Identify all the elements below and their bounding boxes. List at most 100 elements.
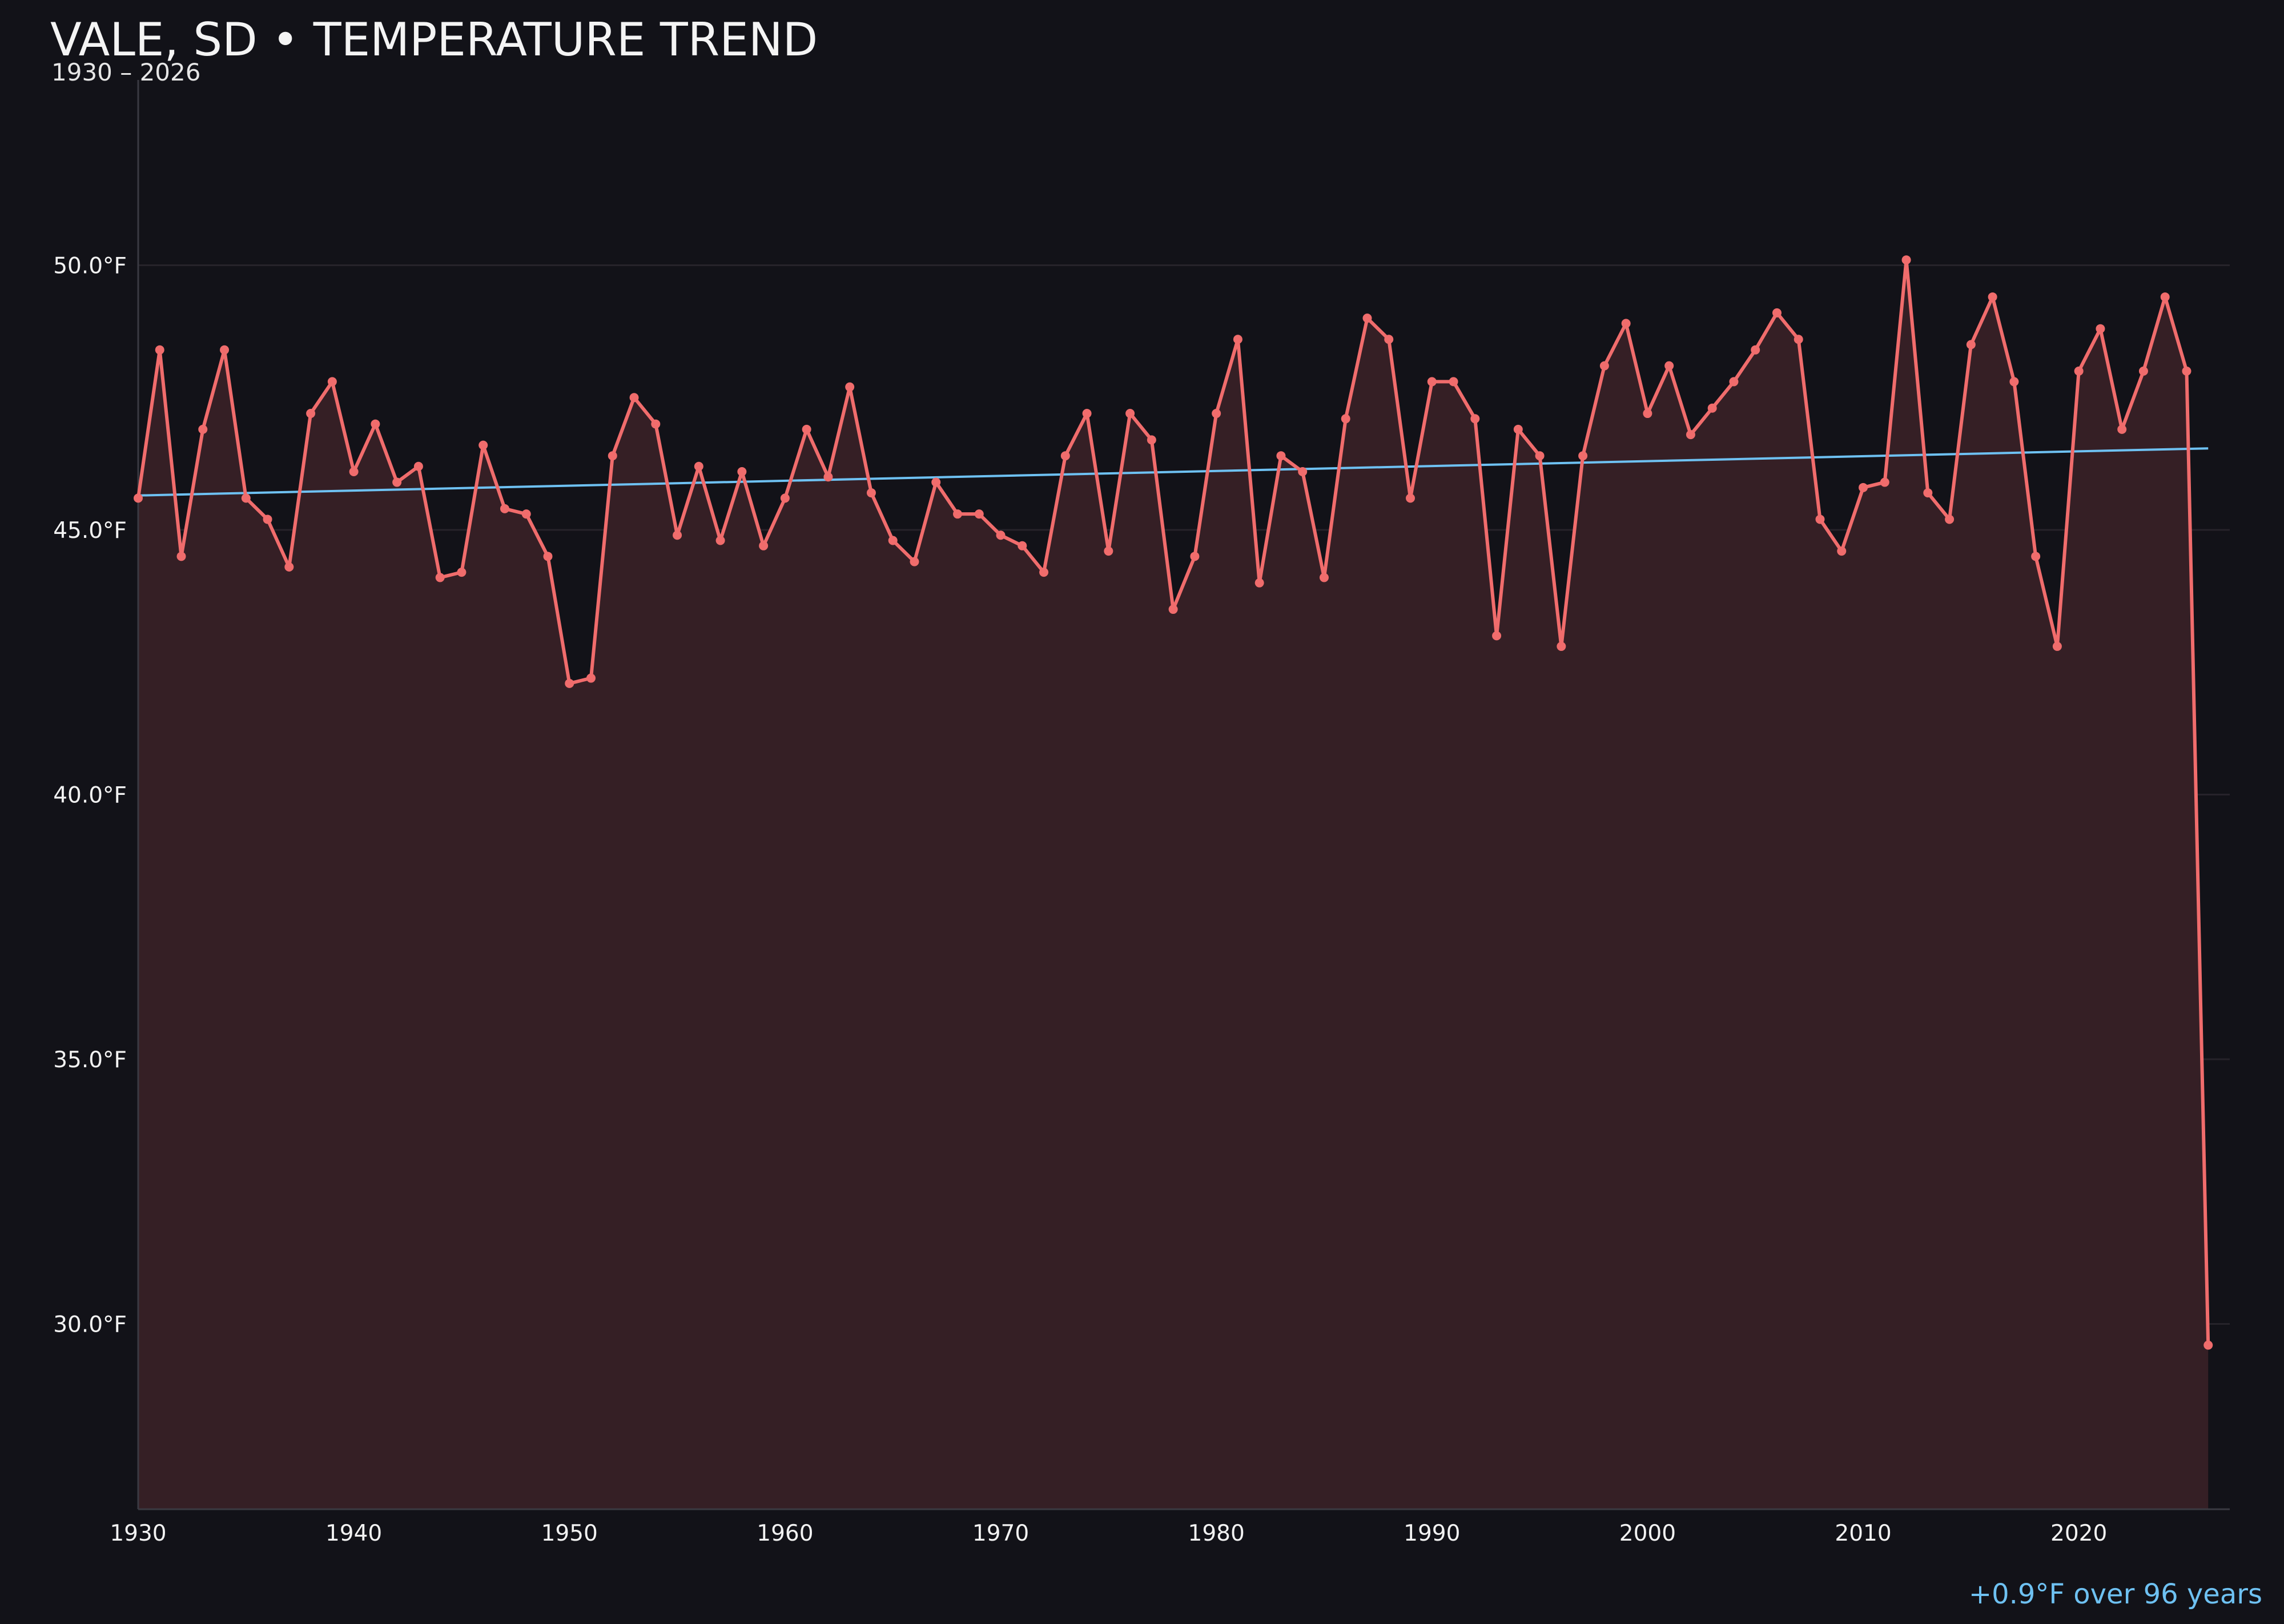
data-point-1986 [1341,414,1350,424]
y-tick-label: 35.0°F [53,1047,127,1073]
data-point-1955 [673,530,682,540]
x-tick-label: 1960 [757,1521,813,1546]
data-point-1957 [715,536,725,545]
y-tick-label: 45.0°F [53,518,127,544]
data-point-2004 [1729,377,1739,387]
data-point-1982 [1254,578,1264,588]
data-point-1991 [1449,377,1458,387]
data-point-1949 [543,552,553,561]
data-point-1980 [1212,409,1221,419]
x-tick-label: 2010 [1835,1521,1891,1546]
data-point-1963 [845,382,855,392]
data-point-2015 [1966,340,1976,349]
data-point-1945 [457,568,467,577]
data-point-2010 [1859,483,1868,492]
data-point-1934 [220,345,230,355]
data-point-1951 [586,673,596,683]
data-point-1940 [349,467,359,477]
data-point-1989 [1406,493,1416,503]
data-point-1976 [1125,409,1135,419]
data-point-1936 [263,514,272,524]
data-point-1960 [780,493,790,503]
chart-subtitle: 1930 – 2026 [51,58,201,86]
data-point-1958 [737,467,747,477]
data-point-1977 [1147,435,1156,445]
data-point-2001 [1664,361,1674,371]
data-point-1987 [1362,313,1372,323]
data-point-1972 [1039,568,1049,577]
data-point-2021 [2096,324,2105,333]
data-point-1964 [866,488,876,498]
data-point-1931 [155,345,164,355]
x-tick-label: 1950 [541,1521,598,1546]
data-point-1968 [952,509,962,519]
data-point-1952 [608,451,617,461]
chart-title: VALE, SD • TEMPERATURE TREND [50,13,818,66]
trend-annotation: +0.9°F over 96 years [1968,1578,2262,1610]
x-tick-label: 1980 [1188,1521,1245,1546]
data-point-1941 [371,419,380,429]
data-point-2024 [2160,292,2170,302]
data-point-1996 [1557,641,1566,651]
x-tick-label: 1940 [325,1521,382,1546]
data-point-1948 [521,509,531,519]
data-point-1995 [1535,451,1545,461]
temperature-area-fill [138,260,2209,1509]
data-point-1970 [996,530,1006,540]
data-point-2013 [1923,488,1933,498]
data-point-2003 [1707,403,1717,413]
y-tick-label: 30.0°F [53,1312,127,1338]
data-point-2022 [2117,424,2127,434]
data-point-1969 [974,509,984,519]
data-point-2000 [1643,409,1652,419]
data-point-1932 [176,552,186,561]
data-point-1956 [694,461,703,471]
data-point-1971 [1018,541,1027,550]
data-point-2016 [1988,292,1997,302]
data-point-1930 [134,493,143,503]
data-point-1999 [1621,319,1631,328]
data-point-2017 [2009,377,2019,387]
data-point-1988 [1384,335,1394,344]
data-point-1990 [1427,377,1437,387]
data-point-1937 [284,562,294,572]
data-point-1997 [1578,451,1588,461]
x-tick-label: 2020 [2050,1521,2107,1546]
y-tick-label: 40.0°F [53,783,127,809]
data-point-2026 [2203,1340,2213,1350]
data-point-2018 [2031,552,2041,561]
data-point-2020 [2074,366,2084,376]
data-point-1950 [565,678,574,688]
data-point-1974 [1082,409,1092,419]
x-tick-label: 1930 [110,1521,166,1546]
data-point-2005 [1751,345,1760,355]
data-point-1981 [1233,335,1242,344]
data-point-1984 [1298,467,1308,477]
data-point-1933 [198,424,208,434]
trend-line [138,447,2209,497]
data-point-2014 [1945,514,1955,524]
data-point-1978 [1168,605,1178,614]
data-point-1993 [1492,631,1502,641]
data-point-1992 [1470,414,1480,424]
data-point-1966 [910,557,919,566]
x-tick-label: 1970 [972,1521,1029,1546]
x-tick-label: 1990 [1404,1521,1460,1546]
data-point-1967 [931,477,941,487]
data-point-1935 [241,493,251,503]
data-point-1998 [1599,361,1609,371]
data-point-1973 [1060,451,1070,461]
data-point-2008 [1815,514,1825,524]
data-point-1959 [759,541,769,550]
data-point-1962 [823,472,833,482]
data-point-1942 [392,477,402,487]
data-point-1938 [306,409,316,419]
x-tick-label: 2000 [1619,1521,1676,1546]
data-point-1947 [500,504,509,513]
data-point-1954 [651,419,661,429]
data-point-1939 [327,377,337,387]
data-point-1943 [413,461,423,471]
data-point-1979 [1190,552,1200,561]
data-point-2009 [1837,546,1847,556]
data-point-2025 [2182,366,2191,376]
